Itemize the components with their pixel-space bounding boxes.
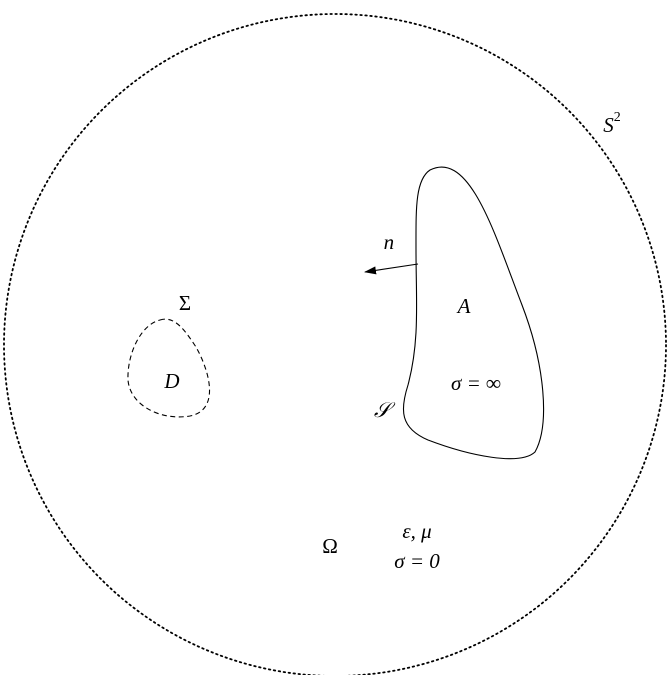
- conductivity-zero: σ = 0: [394, 549, 440, 573]
- sphere-base: S: [603, 113, 614, 137]
- conductor-boundary: [402, 166, 545, 460]
- defect-label: D: [163, 369, 179, 393]
- domain-label: Ω: [322, 534, 338, 558]
- defect-boundary: [127, 318, 211, 418]
- sigma-label: Σ: [179, 291, 191, 315]
- surface-label: 𝒮: [374, 398, 396, 422]
- sphere-label: S2: [603, 110, 621, 137]
- outer-sphere: [3, 13, 667, 675]
- sphere-sup: 2: [614, 110, 621, 125]
- conductivity-inf: σ = ∞: [451, 371, 501, 395]
- conductor-label: A: [456, 294, 471, 318]
- normal-arrow: [364, 263, 419, 275]
- normal-label: n⃗: [384, 230, 411, 254]
- params-label: ε, μ: [402, 519, 431, 543]
